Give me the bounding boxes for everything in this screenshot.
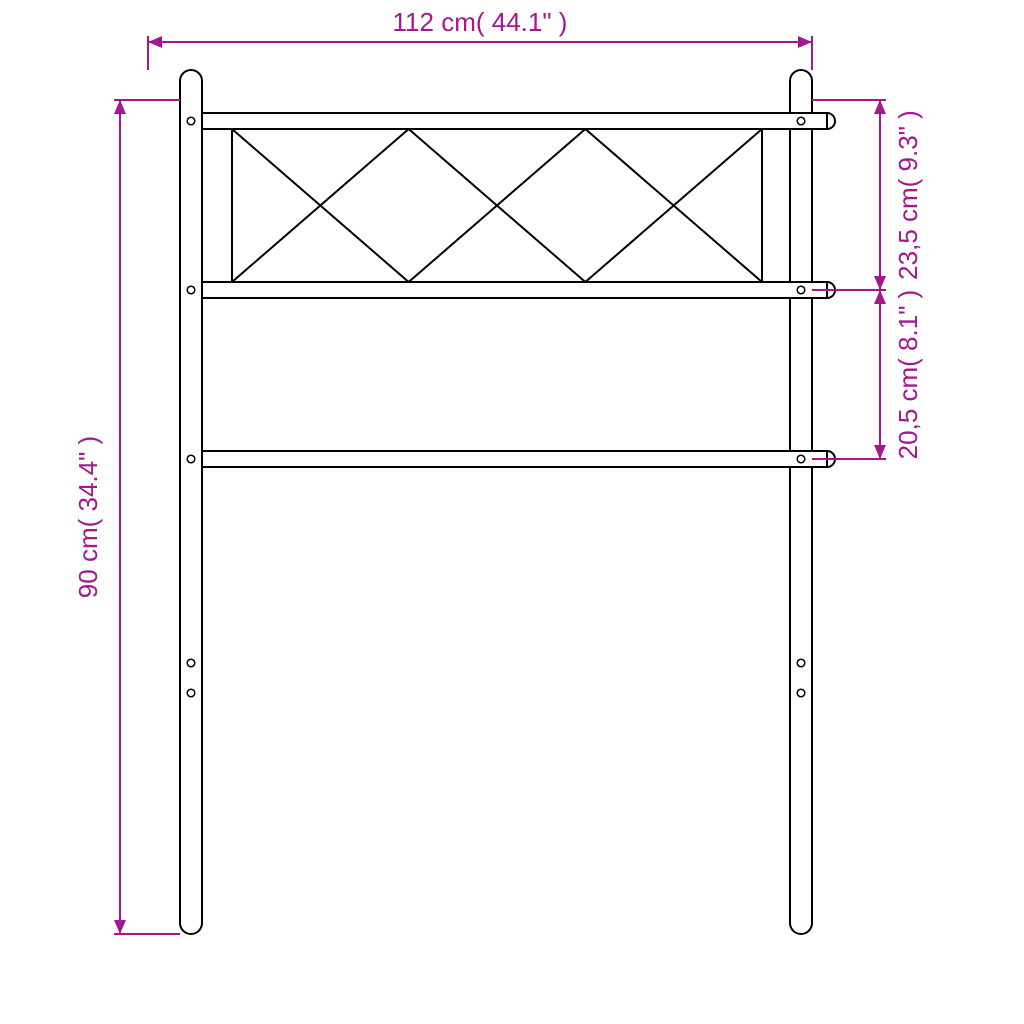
post-left — [180, 70, 202, 934]
arrowhead — [874, 445, 886, 459]
rail-top-cap — [827, 113, 835, 129]
arrowhead — [798, 36, 812, 48]
dimension-label: 90 cm( 34.4" ) — [73, 436, 103, 598]
rail-bottom — [202, 451, 827, 467]
rail-top — [202, 113, 827, 129]
rail-mid — [202, 282, 827, 298]
arrowhead — [874, 100, 886, 114]
dimension-label: 112 cm( 44.1" ) — [393, 7, 568, 37]
arrowhead — [114, 920, 126, 934]
arrowhead — [874, 276, 886, 290]
post-right — [790, 70, 812, 934]
dim-top-width: 112 cm( 44.1" ) — [148, 7, 812, 70]
lattice — [232, 129, 762, 282]
dim-right-lower: 20,5 cm( 8.1" ) — [812, 290, 923, 460]
dimension-label: 20,5 cm( 8.1" ) — [893, 290, 923, 460]
arrowhead — [874, 290, 886, 304]
product-drawing — [180, 70, 835, 934]
dimension-diagram: 112 cm( 44.1" ) 90 cm( 34.4" ) 23,5 cm( 9.… — [0, 0, 1024, 1024]
arrowhead — [148, 36, 162, 48]
dim-left-height: 90 cm( 34.4" ) — [73, 100, 180, 934]
arrowhead — [114, 100, 126, 114]
dimension-label: 23,5 cm( 9.3" ) — [893, 110, 923, 280]
